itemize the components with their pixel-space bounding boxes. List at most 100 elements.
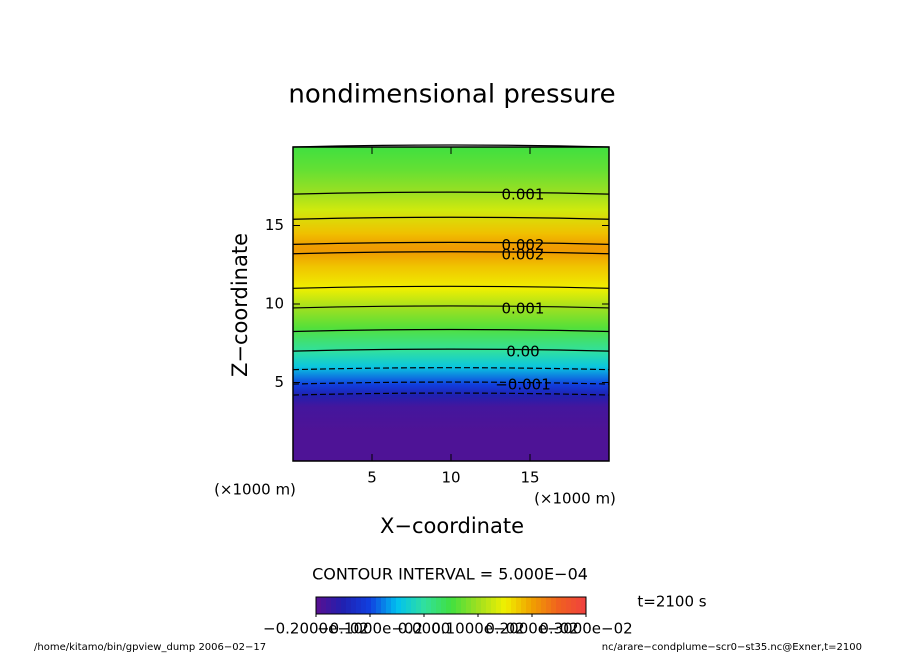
colorbar-cell: [501, 597, 507, 614]
colorbar-cell: [426, 597, 432, 614]
contour-line: [292, 305, 610, 309]
colorbar-cell: [351, 597, 357, 614]
x-tick-label: 15: [520, 469, 539, 487]
field-band: [293, 264, 609, 289]
contour-line: [292, 285, 610, 289]
y-unit: (×1000 m): [214, 481, 296, 499]
colorbar-cell: [366, 597, 372, 614]
time-label: t=2100 s: [637, 593, 706, 611]
contour-line: [292, 251, 610, 255]
colorbar-cell: [341, 597, 347, 614]
x-tick-label: 5: [367, 469, 377, 487]
field-band: [293, 194, 609, 211]
colorbar-cell: [451, 597, 457, 614]
colorbar-cell: [571, 597, 577, 614]
contour-label: 0.001: [502, 186, 545, 204]
colorbar-cell: [346, 597, 352, 614]
contour-interval: CONTOUR INTERVAL = 5.000E−04: [312, 565, 588, 584]
colorbar-cell: [381, 597, 387, 614]
colorbar-tick-label: 0.0000: [398, 620, 451, 638]
contour-label: 0.00: [506, 343, 539, 361]
colorbar-cell: [436, 597, 442, 614]
y-tick-label: 15: [265, 216, 284, 234]
contour-label: 0.002: [502, 245, 545, 263]
colorbar-cell: [431, 597, 437, 614]
colorbar-cell: [441, 597, 447, 614]
colorbar-cell: [551, 597, 557, 614]
colorbar-cell: [486, 597, 492, 614]
colorbar-cell: [421, 597, 427, 614]
colorbar-cell: [371, 597, 377, 614]
y-tick-label: 10: [265, 295, 284, 313]
colorbar-cell: [546, 597, 552, 614]
colorbar-cell: [356, 597, 362, 614]
colorbar-tick-label: 0.3000e−02: [539, 620, 632, 638]
contour-label: 0.002: [502, 236, 545, 254]
colorbar-cell: [581, 597, 587, 614]
colorbar-cell: [331, 597, 337, 614]
contour-line: [292, 191, 610, 195]
y-tick-label: 5: [274, 373, 284, 391]
colorbar-cell: [386, 597, 392, 614]
colorbar-cell: [376, 597, 382, 614]
colorbar-cell: [566, 597, 572, 614]
field-band: [293, 351, 609, 368]
colorbar-cell: [561, 597, 567, 614]
y-axis-label: Z−coordinate: [228, 233, 252, 377]
colorbar-cell: [411, 597, 417, 614]
footer-right: nc/arare−condplume−scr0−st35.nc@Exner,t=…: [602, 642, 862, 653]
colorbar-frame: [315, 596, 587, 615]
contour-line: [292, 381, 610, 385]
field-band: [293, 327, 609, 352]
contour-line: [292, 367, 610, 371]
colorbar-cell: [556, 597, 562, 614]
colorbar-cell: [521, 597, 527, 614]
colorbar-tick-label: 0.1000e−02: [431, 620, 524, 638]
field-band: [293, 384, 609, 396]
field-band: [293, 209, 609, 234]
colorbar-cell: [536, 597, 542, 614]
colorbar-cell: [406, 597, 412, 614]
field-band: [293, 406, 609, 431]
colorbar-cell: [481, 597, 487, 614]
colorbar-cell: [496, 597, 502, 614]
chart-title: nondimensional pressure: [288, 80, 615, 110]
x-tick-label: 10: [441, 469, 460, 487]
colorbar-cell: [526, 597, 532, 614]
contour-line: [292, 144, 610, 148]
contour-line: [292, 328, 610, 333]
field-band: [293, 288, 609, 309]
footer-left: /home/kitamo/bin/gpview_dump 2006−02−17: [34, 642, 266, 653]
colorbar-cell: [316, 597, 322, 614]
colorbar-cell: [446, 597, 452, 614]
colorbar-cell: [326, 597, 332, 614]
contour-label: −0.001: [495, 376, 551, 394]
contour-line: [292, 392, 610, 396]
colorbar-cell: [511, 597, 517, 614]
colorbar-cell: [416, 597, 422, 614]
colorbar-cell: [491, 597, 497, 614]
contour-line: [292, 241, 610, 245]
contour-label: 0.001: [502, 299, 545, 317]
contour-line: [292, 216, 610, 220]
colorbar-cell: [476, 597, 482, 614]
colorbar-cell: [361, 597, 367, 614]
x-unit: (×1000 m): [534, 490, 616, 508]
colorbar-cell: [456, 597, 462, 614]
colorbar-cell: [576, 597, 582, 614]
x-axis-label: X−coordinate: [380, 514, 524, 538]
colorbar-cell: [466, 597, 472, 614]
field-band: [293, 307, 609, 329]
colorbar-tick-label: 0.2000e−02: [485, 620, 578, 638]
colorbar-cell: [391, 597, 397, 614]
colorbar-cell: [321, 597, 327, 614]
colorbar-cell: [396, 597, 402, 614]
field-band: [293, 395, 609, 407]
colorbar-cell: [401, 597, 407, 614]
colorbar-tick-label: −0.2000e−02: [263, 620, 369, 638]
colorbar-cell: [471, 597, 477, 614]
contour-line: [292, 348, 610, 352]
colorbar-tick-label: −0.1000e−02: [317, 620, 423, 638]
field-band: [293, 366, 609, 385]
